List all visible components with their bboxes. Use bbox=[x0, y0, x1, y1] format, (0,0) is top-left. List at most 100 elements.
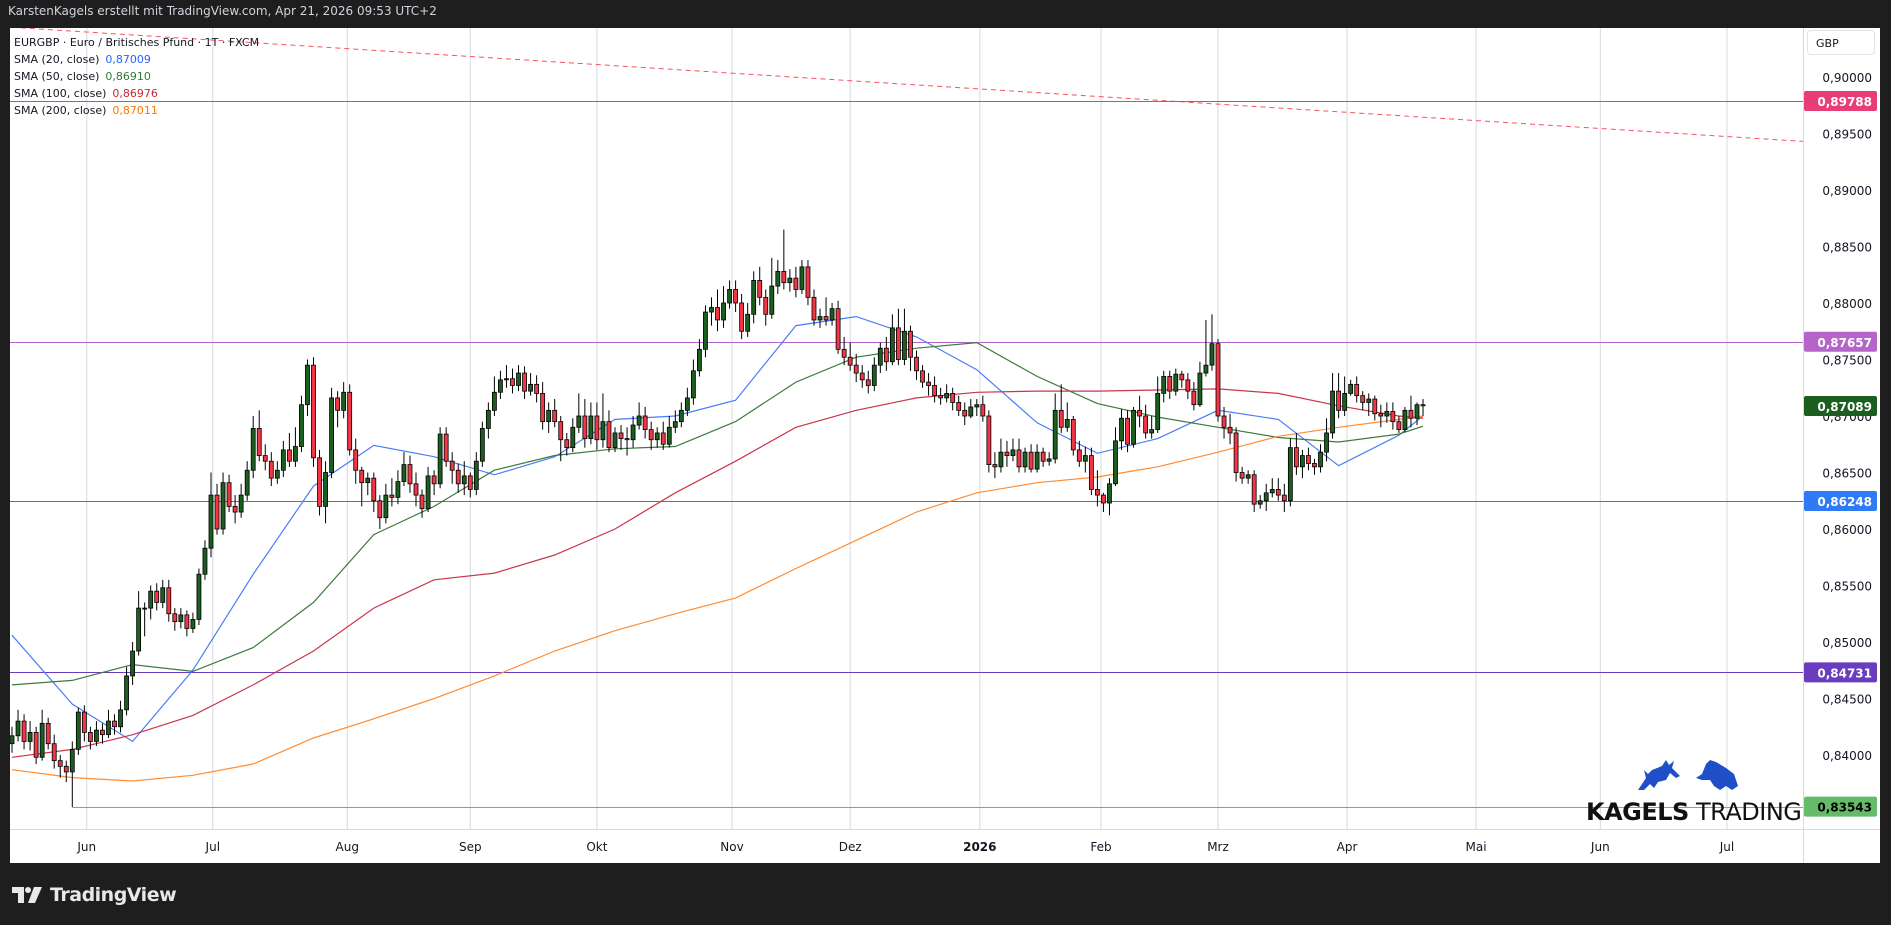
candle[interactable] bbox=[280, 440, 286, 478]
candle[interactable] bbox=[45, 717, 51, 750]
candle[interactable] bbox=[479, 421, 485, 467]
candle[interactable] bbox=[1185, 373, 1191, 400]
candle[interactable] bbox=[401, 452, 407, 487]
chart-panel[interactable]: Jun Jul Aug Sep Okt Nov Dez 2026 Feb Mrz Apr Mai Jun… bbox=[10, 28, 1880, 863]
candle[interactable] bbox=[1028, 444, 1034, 473]
candle[interactable] bbox=[431, 470, 437, 496]
candle[interactable] bbox=[359, 466, 365, 507]
candle[interactable] bbox=[383, 483, 389, 524]
legend-sma-100[interactable]: SMA (100, close) 0,86976 bbox=[14, 85, 259, 102]
candle[interactable] bbox=[636, 402, 642, 430]
candle[interactable] bbox=[1414, 402, 1420, 426]
candle[interactable] bbox=[1281, 483, 1287, 513]
candle[interactable] bbox=[1420, 399, 1426, 416]
candle[interactable] bbox=[413, 472, 419, 507]
candle[interactable] bbox=[938, 387, 944, 405]
candle[interactable] bbox=[485, 402, 491, 439]
candle[interactable] bbox=[871, 357, 877, 392]
candle[interactable] bbox=[220, 472, 226, 535]
candle[interactable] bbox=[1088, 447, 1094, 496]
candle[interactable] bbox=[262, 444, 268, 471]
candle[interactable] bbox=[1348, 379, 1354, 396]
candle[interactable] bbox=[678, 402, 684, 428]
candle[interactable] bbox=[1318, 444, 1323, 473]
candle[interactable] bbox=[787, 269, 793, 292]
candle[interactable] bbox=[510, 368, 515, 394]
candle[interactable] bbox=[805, 260, 811, 306]
candle[interactable] bbox=[775, 260, 781, 294]
candle[interactable] bbox=[142, 602, 148, 637]
candle[interactable] bbox=[600, 393, 606, 448]
candle[interactable] bbox=[1070, 416, 1076, 456]
candle[interactable] bbox=[473, 452, 479, 496]
candle[interactable] bbox=[1354, 376, 1360, 403]
candle[interactable] bbox=[721, 286, 726, 328]
candle[interactable] bbox=[582, 399, 588, 448]
candle[interactable] bbox=[841, 336, 847, 366]
candle[interactable] bbox=[311, 357, 316, 467]
candle[interactable] bbox=[1058, 384, 1064, 433]
candle[interactable] bbox=[751, 271, 757, 324]
candle[interactable] bbox=[148, 585, 154, 620]
candle[interactable] bbox=[516, 365, 521, 392]
candle[interactable] bbox=[1179, 370, 1185, 388]
candle[interactable] bbox=[588, 402, 594, 445]
candle[interactable] bbox=[256, 410, 262, 462]
candle[interactable] bbox=[1155, 376, 1161, 433]
candle[interactable] bbox=[648, 421, 654, 450]
candle[interactable] bbox=[1330, 373, 1335, 439]
candle[interactable] bbox=[1390, 402, 1396, 430]
candle[interactable] bbox=[534, 375, 540, 403]
legend-symbol[interactable]: EURGBP · Euro / Britisches Pfund · 1T · … bbox=[14, 36, 260, 49]
candle[interactable] bbox=[504, 365, 509, 388]
candle[interactable] bbox=[1300, 449, 1305, 479]
candle[interactable] bbox=[1221, 406, 1227, 439]
candle[interactable] bbox=[1131, 406, 1136, 448]
candle[interactable] bbox=[980, 395, 986, 422]
candle[interactable] bbox=[1004, 440, 1010, 467]
candle[interactable] bbox=[455, 463, 461, 493]
candle[interactable] bbox=[1143, 404, 1149, 439]
candle[interactable] bbox=[1149, 416, 1155, 439]
legend-sma-50[interactable]: SMA (50, close) 0,86910 bbox=[14, 68, 259, 85]
candle[interactable] bbox=[329, 387, 334, 479]
candle[interactable] bbox=[877, 342, 883, 374]
candle[interactable] bbox=[986, 410, 992, 473]
candle[interactable] bbox=[781, 229, 787, 290]
candle[interactable] bbox=[15, 709, 21, 742]
candle[interactable] bbox=[1203, 319, 1209, 377]
candle[interactable] bbox=[118, 700, 123, 733]
candle[interactable] bbox=[1016, 438, 1022, 473]
candle[interactable] bbox=[1384, 402, 1390, 423]
candle[interactable] bbox=[268, 452, 274, 487]
candle[interactable] bbox=[353, 438, 359, 484]
candlestick-chart[interactable]: Jun Jul Aug Sep Okt Nov Dez 2026 Feb Mrz Apr Mai Jun… bbox=[10, 28, 1880, 863]
candle[interactable] bbox=[178, 608, 184, 629]
candle[interactable] bbox=[962, 402, 968, 426]
candle[interactable] bbox=[992, 452, 998, 479]
candle[interactable] bbox=[817, 308, 823, 328]
candle[interactable] bbox=[672, 410, 678, 433]
candle[interactable] bbox=[522, 366, 527, 400]
candle[interactable] bbox=[461, 461, 467, 496]
candle[interactable] bbox=[341, 382, 347, 419]
candle[interactable] bbox=[1076, 440, 1082, 467]
candle[interactable] bbox=[27, 721, 33, 751]
candle[interactable] bbox=[684, 387, 690, 416]
candle[interactable] bbox=[1263, 483, 1269, 511]
candle[interactable] bbox=[727, 280, 732, 309]
candle[interactable] bbox=[920, 365, 925, 388]
candle[interactable] bbox=[244, 461, 250, 501]
candle[interactable] bbox=[323, 461, 328, 524]
candle[interactable] bbox=[642, 406, 648, 439]
candle[interactable] bbox=[75, 707, 81, 755]
candle[interactable] bbox=[811, 289, 817, 326]
candle[interactable] bbox=[377, 495, 383, 529]
candle[interactable] bbox=[172, 608, 178, 631]
candle[interactable] bbox=[100, 723, 105, 744]
candle[interactable] bbox=[1052, 393, 1058, 464]
candle[interactable] bbox=[1215, 339, 1221, 422]
candle[interactable] bbox=[491, 376, 497, 416]
candle[interactable] bbox=[1324, 418, 1329, 462]
candle[interactable] bbox=[769, 257, 775, 319]
